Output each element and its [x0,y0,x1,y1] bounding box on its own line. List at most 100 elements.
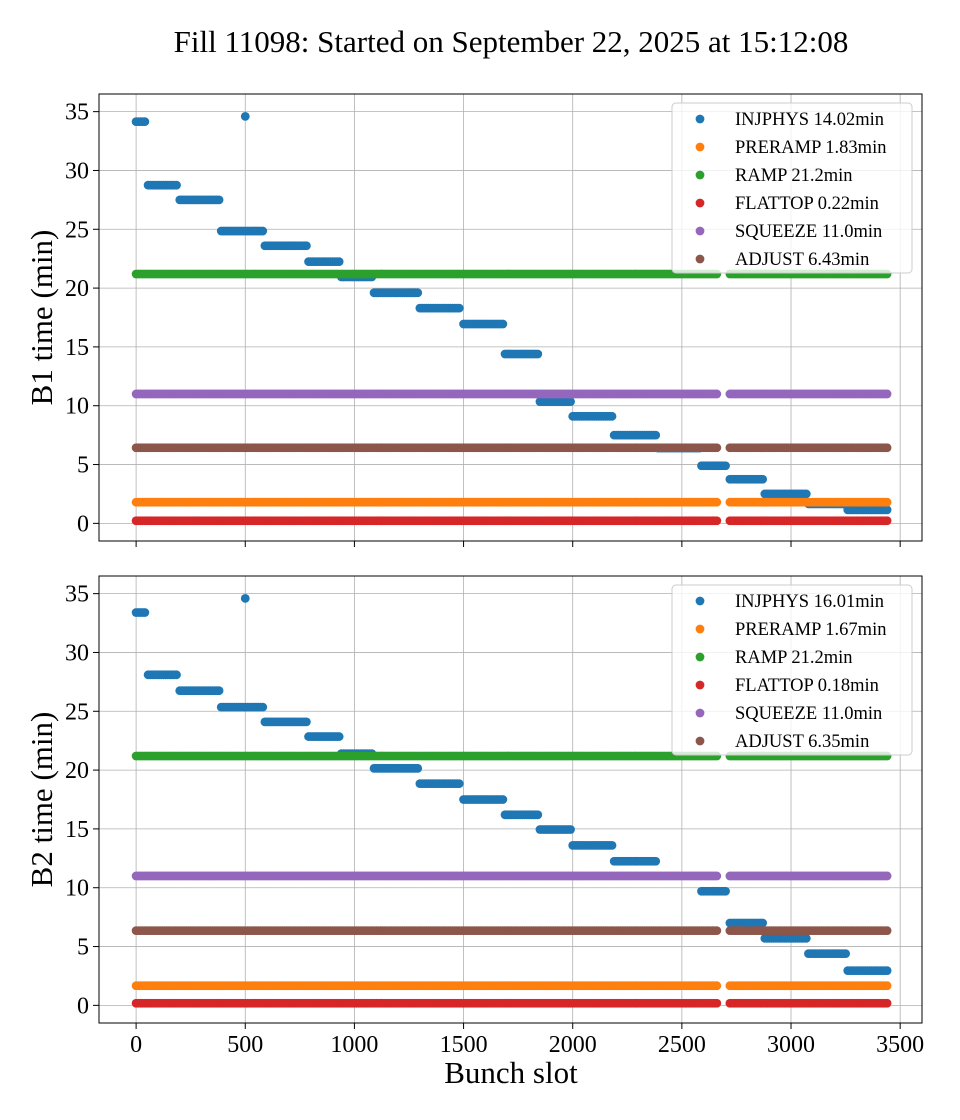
x-tick-label: 0 [130,1032,142,1058]
axes-frame [98,575,923,1024]
data-point [566,397,575,407]
legend-label-ramp: RAMP 21.2min [735,648,853,668]
y-tick-label: 35 [65,582,89,608]
data-point [258,226,268,236]
data-point [454,303,464,313]
y-tick-label: 25 [65,217,89,243]
series-preramp [131,981,892,991]
figure-title: Fill 11098: Started on September 22, 202… [174,24,849,59]
data-point [882,516,892,526]
data-point [882,389,892,399]
axes-frame [98,93,923,542]
series-preramp [131,497,892,507]
legend-label-adjust: ADJUST 6.35min [735,732,869,752]
x-tick-label: 1500 [440,1032,488,1058]
legend-marker-ramp [695,170,705,180]
legend: INJPHYS 16.01min PRERAMP 1.67min RAMP 21.2… [671,584,913,756]
legend-marker-ramp [695,652,705,662]
data-point [712,926,722,936]
data-point [882,443,892,453]
data-point [140,117,150,127]
series-ramp [131,269,892,279]
legend-label-flattop: FLATTOP 0.18min [735,676,879,696]
y-tick-label: 10 [65,394,89,420]
series-flattop [131,516,892,526]
data-point [882,981,892,991]
data-point [301,241,311,251]
legend-marker-adjust [695,736,705,746]
data-point [721,461,730,471]
legend-label-flattop: FLATTOP 0.22min [735,194,879,214]
y-tick-label: 30 [65,158,89,184]
legend-marker-injphys [695,596,705,606]
series-flattop [131,998,892,1008]
legend-marker-squeeze [695,226,705,236]
data-point [533,810,543,820]
data-point [651,856,661,866]
data-point [172,670,181,680]
data-point [413,288,423,298]
y-tick-label: 15 [65,335,89,361]
data-point [712,516,722,526]
x-tick-label: 3000 [767,1032,815,1058]
x-axis-label: Bunch slot [444,1055,578,1090]
x-tick-label: 3500 [876,1032,924,1058]
b2-panel: 0 500 1000 1500 2000 2500 3000 3500 0 5 10 15 20 25 30… [24,575,924,1058]
data-point [712,389,722,399]
data-point [882,505,892,515]
data-point [533,349,543,359]
data-point [882,871,892,881]
legend-label-preramp: PRERAMP 1.83min [735,138,886,158]
series-squeeze [131,389,892,399]
data-point [712,998,722,1008]
data-point [651,430,661,440]
y-tick-label: 5 [77,935,89,961]
data-point [758,474,768,484]
y-tick-label: 5 [77,453,89,479]
series-adjust [131,443,892,453]
data-point [801,933,811,943]
data-point [712,443,722,453]
data-point [334,732,344,741]
y-tick-label: 0 [77,993,89,1019]
data-point [413,763,423,773]
legend-label-injphys: INJPHYS 16.01min [735,592,884,612]
legend-label-squeeze: SQUEEZE 11.0min [735,222,882,242]
legend-label-ramp: RAMP 21.2min [735,166,853,186]
y-tick-label: 20 [65,276,89,302]
data-point [240,593,250,603]
data-point [882,497,892,507]
legend-box [671,584,913,756]
data-point [172,180,181,190]
y-axis-label: B1 time (min) [24,230,59,406]
legend-marker-injphys [695,114,705,124]
legend-marker-preramp [695,624,705,634]
data-point [882,926,892,936]
y-tick-label: 15 [65,817,89,843]
y-tick-label: 35 [65,100,89,126]
x-tick-label: 500 [227,1032,263,1058]
y-tick-label: 10 [65,876,89,902]
data-point [258,702,268,712]
y-tick-label: 20 [65,758,89,784]
y-tick-label: 0 [77,511,89,537]
data-point [841,949,850,958]
data-point [712,981,722,991]
data-point [882,998,892,1008]
b1-panel: 0 5 10 15 20 25 30 35 B1 time (min) INJPHYS 14.02… [24,93,923,547]
data-point [214,195,224,205]
data-point [240,111,250,121]
data-point [498,795,508,804]
data-point [758,918,768,928]
y-tick-label: 25 [65,699,89,725]
legend-label-preramp: PRERAMP 1.67min [735,620,886,640]
legend-marker-flattop [695,680,705,690]
data-point [214,686,224,696]
series-adjust [131,926,892,936]
data-point [498,319,508,329]
legend-marker-adjust [695,254,705,264]
legend-label-squeeze: SQUEEZE 11.0min [735,704,882,724]
y-axis-label: B2 time (min) [24,712,59,888]
data-point [721,886,730,896]
data-point [334,257,344,267]
